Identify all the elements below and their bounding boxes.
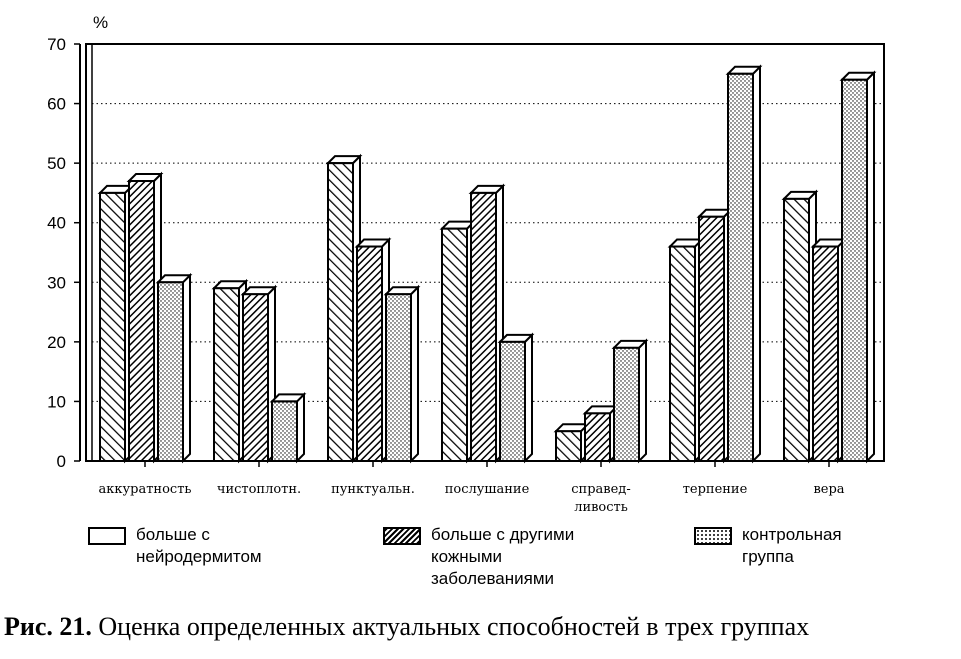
bar — [555, 430, 582, 463]
bar-top — [696, 208, 734, 218]
x-tick-label: терпение — [683, 482, 748, 497]
y-tick-label: 40 — [47, 214, 66, 233]
bar — [157, 281, 184, 462]
bar-top — [725, 65, 763, 75]
x-tick-label: справед- — [571, 482, 630, 497]
bar-side — [866, 70, 875, 464]
y-tick-label: 20 — [47, 333, 66, 352]
bar — [812, 245, 839, 462]
x-tick-label: пунктуальн. — [331, 482, 415, 497]
bar-side — [752, 64, 761, 464]
bar — [327, 162, 354, 462]
bar — [841, 78, 868, 462]
bar-side — [524, 332, 533, 464]
x-tick-label: аккуратность — [99, 482, 192, 497]
bar — [613, 346, 640, 463]
bar — [698, 215, 725, 462]
bar-top — [211, 280, 249, 290]
y-axis-ticks: 0 10 20 30 40 50 60 70 — [47, 35, 80, 471]
legend-item-neurodermatitis: больше с нейродермитом — [88, 524, 262, 568]
x-tick-label: вера — [813, 482, 844, 497]
legend-label: больше с другими кожными заболеваниями — [431, 525, 575, 588]
bar-top — [781, 190, 819, 200]
bar — [727, 72, 754, 463]
caption-prefix: Рис. 21. — [4, 612, 92, 641]
bar — [499, 340, 526, 463]
bar — [385, 293, 412, 463]
bar-top — [240, 286, 278, 296]
bar-top — [553, 423, 591, 433]
bar-side — [638, 338, 647, 464]
bar-top — [155, 274, 193, 284]
y-unit-label: % — [93, 13, 108, 32]
bar-top — [611, 339, 649, 349]
bar — [128, 180, 155, 462]
bar — [213, 287, 240, 462]
legend-swatch-dots — [694, 527, 732, 545]
y-tick-label: 0 — [57, 452, 66, 471]
bar-top — [354, 238, 392, 248]
bar — [356, 245, 383, 462]
bar — [584, 412, 611, 463]
bar — [99, 191, 126, 463]
x-tick-label: послушание — [445, 482, 530, 497]
bar-top — [269, 393, 307, 403]
bar-chart: % 0 10 20 30 40 50 60 70 аккуратность чистоплотн… — [47, 13, 885, 515]
x-axis-labels: аккуратность чистоплотн. пунктуальн. послуш… — [99, 461, 845, 515]
bar-side — [410, 284, 419, 464]
bar — [441, 227, 468, 462]
bar-top — [497, 333, 535, 343]
bar-side — [296, 392, 305, 464]
legend-swatch-plain — [88, 527, 126, 545]
legend-label: контрольная группа — [742, 525, 842, 566]
bars — [97, 64, 877, 464]
bar-top — [325, 155, 363, 165]
legend-item-other-skin: больше с другими кожными заболеваниями — [383, 524, 574, 590]
bar — [669, 245, 696, 462]
y-tick-label: 50 — [47, 154, 66, 173]
y-tick-label: 70 — [47, 35, 66, 54]
figure-caption: Рис. 21. Оценка определенных актуальных … — [4, 612, 959, 642]
bar-top — [468, 184, 506, 194]
y-tick-label: 10 — [47, 392, 66, 411]
x-tick-label: чистоплотн. — [217, 482, 301, 497]
bar-top — [126, 173, 164, 183]
bar — [470, 191, 497, 463]
bar-top — [582, 405, 620, 415]
bar-side — [182, 272, 191, 464]
legend-item-control: контрольная группа — [694, 524, 842, 568]
bar — [271, 400, 298, 462]
bar — [783, 197, 810, 462]
y-tick-label: 60 — [47, 95, 66, 114]
x-tick-label: ливость — [574, 500, 628, 515]
legend-swatch-hatch — [383, 527, 421, 545]
bar — [242, 293, 269, 463]
bar-top — [810, 238, 848, 248]
caption-text: Оценка определенных актуальных способнос… — [91, 612, 810, 641]
bar-top — [97, 184, 135, 194]
bar-top — [383, 286, 421, 296]
legend-label: больше с нейродермитом — [136, 525, 262, 566]
bar-top — [667, 238, 705, 248]
bar-top — [839, 71, 877, 81]
bar-top — [439, 220, 477, 230]
y-tick-label: 30 — [47, 273, 66, 292]
